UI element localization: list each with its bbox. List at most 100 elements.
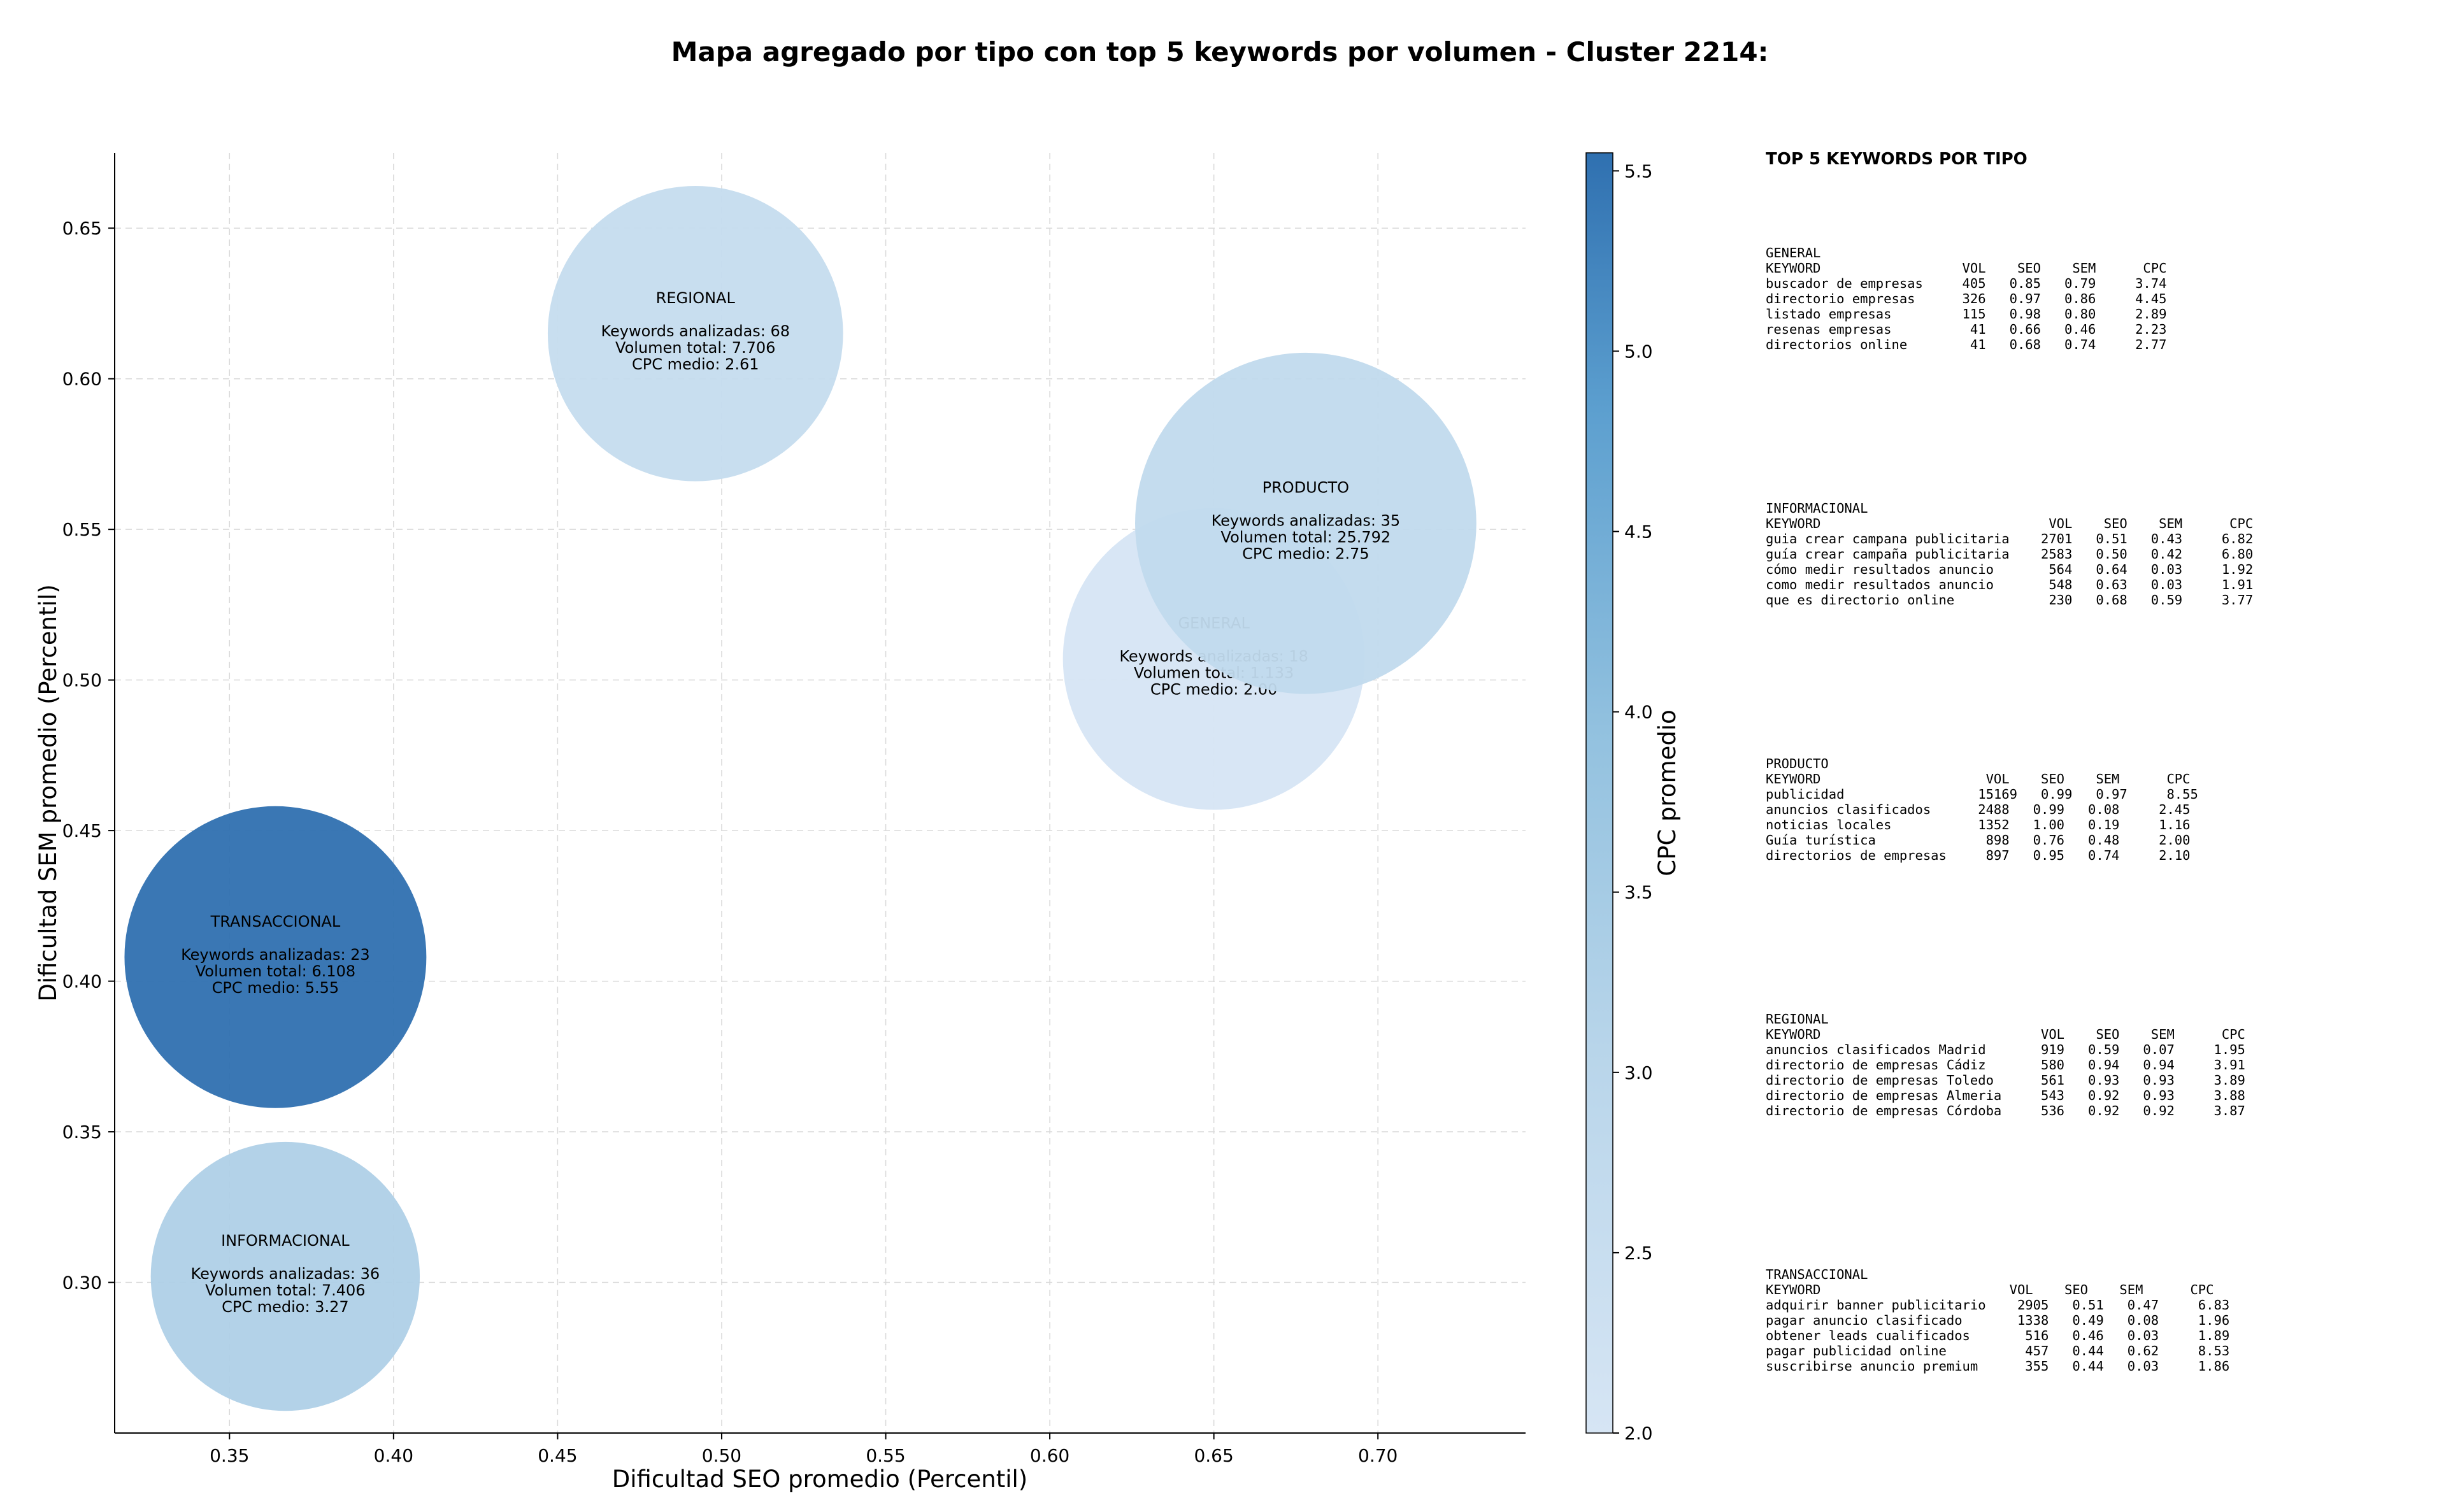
y-tick-label: 0.30 [62,1273,102,1294]
keyword-table-row: buscador de empresas 405 0.85 0.79 3.74 [1766,276,2167,291]
colorbar-tick-label: 5.5 [1624,160,1653,182]
panel-title: TOP 5 KEYWORDS POR TIPO [1766,150,2028,169]
colorbar-ticks: 2.0 2.5 3.0 3.5 4.0 4.5 5.0 5.5 [1613,160,1653,1444]
keyword-table-producto: PRODUCTO KEYWORD VOL SEO SEM CPC publicida… [1766,756,2403,863]
bubble-volume-label: Volumen total: 25.792 [1221,529,1391,546]
x-tick-label: 0.55 [866,1445,905,1466]
keyword-table-row: Guía turística 898 0.76 0.48 2.00 [1766,832,2191,848]
x-tick-label: 0.45 [538,1445,577,1466]
bubble-cpc-label: CPC medio: 2.61 [632,355,759,373]
x-tick-label: 0.70 [1358,1445,1398,1466]
keyword-table-type: TRANSACCIONAL [1766,1267,1868,1282]
keyword-table-row: directorio de empresas Toledo 561 0.93 0… [1766,1073,2245,1088]
keyword-table-header: KEYWORD VOL SEO SEM CPC [1766,516,2254,531]
keyword-table-header: KEYWORD VOL SEO SEM CPC [1766,260,2167,276]
bubble-type-label: INFORMACIONAL [221,1232,350,1250]
top-keywords-panel: TOP 5 KEYWORDS POR TIPO GENERAL KEYWORD V… [1766,150,2403,1374]
y-tick-label: 0.35 [62,1122,102,1143]
keyword-table-row: directorio de empresas Córdoba 536 0.92 … [1766,1103,2245,1118]
keyword-table-header: KEYWORD VOL SEO SEM CPC [1766,771,2191,787]
x-tick-label: 0.60 [1030,1445,1069,1466]
y-tick-label: 0.45 [62,820,102,841]
bubble-keywords-label: Keywords analizadas: 35 [1212,512,1401,530]
bubble-cpc-label: CPC medio: 5.55 [212,979,340,997]
bubble-informacional: INFORMACIONAL Keywords analizadas: 36Volu… [150,1141,420,1411]
x-axis-label: Dificultad SEO promedio (Percentil) [612,1466,1027,1493]
bubble-volume-label: Volumen total: 7.406 [205,1281,365,1299]
colorbar-tick-label: 2.0 [1624,1423,1653,1444]
chart-title: Mapa agregado por tipo con top 5 keyword… [671,36,1769,68]
colorbar: 2.0 2.5 3.0 3.5 4.0 4.5 5.0 5.5 CPC promedio [1585,152,1681,1444]
keyword-table-row: guia crear campana publicitaria 2701 0.5… [1766,531,2254,546]
bubble-volume-label: Volumen total: 7.706 [615,339,775,357]
x-ticks: 0.35 0.40 0.45 0.50 0.55 0.60 0.65 0.70 [210,1433,1398,1466]
y-tick-label: 0.55 [62,519,102,540]
y-axis-label: Dificultad SEM promedio (Percentil) [34,584,62,1001]
bubble-type-label: PRODUCTO [1262,479,1349,497]
bubble-cpc-label: CPC medio: 2.75 [1242,545,1370,563]
keyword-table-row: noticias locales 1352 1.00 0.19 1.16 [1766,817,2191,832]
bubble-circle [150,1141,420,1411]
keyword-table-row: cómo medir resultados anuncio 564 0.64 0… [1766,562,2254,577]
y-tick-label: 0.60 [62,369,102,390]
bubble-cpc-label: CPC medio: 3.27 [222,1298,349,1316]
x-tick-label: 0.65 [1194,1445,1233,1466]
keyword-table-row: publicidad 15169 0.99 0.97 8.55 [1766,787,2198,802]
keyword-table-header: KEYWORD VOL SEO SEM CPC [1766,1282,2214,1297]
colorbar-tick-label: 3.5 [1624,882,1653,903]
bubble-type-label: TRANSACCIONAL [210,913,341,931]
keyword-table-row: directorio de empresas Almeria 543 0.92 … [1766,1088,2245,1103]
bubble-keywords-label: Keywords analizadas: 68 [601,322,790,340]
keyword-table-row: directorio empresas 326 0.97 0.86 4.45 [1766,291,2167,306]
bubble-circle [124,806,427,1108]
keyword-table-row: directorio de empresas Cádiz 580 0.94 0.… [1766,1057,2245,1073]
colorbar-gradient [1585,152,1613,1434]
keyword-tables: GENERAL KEYWORD VOL SEO SEM CPC buscador d… [1766,245,2403,1374]
y-tick-label: 0.65 [62,218,102,239]
keyword-table-transaccional: TRANSACCIONAL KEYWORD VOL SEO SEM CPC adqu… [1766,1267,2403,1374]
keyword-table-row: pagar publicidad online 457 0.44 0.62 8.… [1766,1343,2230,1359]
colorbar-label: CPC promedio [1654,710,1681,876]
keyword-table-row: directorios online 41 0.68 0.74 2.77 [1766,337,2167,352]
keyword-table-row: resenas empresas 41 0.66 0.46 2.23 [1766,322,2167,337]
bubble-type-label: REGIONAL [656,289,736,307]
keyword-table-row: guía crear campaña publicitaria 2583 0.5… [1766,546,2254,562]
keyword-table-type: INFORMACIONAL [1766,501,1868,516]
keyword-table-header: KEYWORD VOL SEO SEM CPC [1766,1027,2245,1042]
keyword-table-row: pagar anuncio clasificado 1338 0.49 0.08… [1766,1313,2230,1328]
bubble-keywords-label: Keywords analizadas: 23 [181,946,370,964]
keyword-table-row: adquirir banner publicitario 2905 0.51 0… [1766,1297,2230,1313]
keyword-table-row: que es directorio online 230 0.68 0.59 3… [1766,592,2254,608]
x-tick-label: 0.40 [374,1445,413,1466]
bubble-circle [547,185,843,481]
colorbar-tick-label: 5.0 [1624,341,1653,362]
keyword-table-type: REGIONAL [1766,1011,1829,1027]
keyword-table-row: obtener leads cualificados 516 0.46 0.03… [1766,1328,2230,1343]
x-tick-label: 0.35 [210,1445,249,1466]
colorbar-tick-label: 4.0 [1624,702,1653,723]
keyword-table-informacional: INFORMACIONAL KEYWORD VOL SEO SEM CPC guia… [1766,501,2403,608]
keyword-table-type: GENERAL [1766,245,1821,260]
bubble-keywords-label: Keywords analizadas: 36 [191,1265,380,1283]
colorbar-tick-label: 2.5 [1624,1243,1653,1264]
bubble-volume-label: Volumen total: 6.108 [196,962,355,980]
y-tick-label: 0.50 [62,670,102,691]
x-tick-label: 0.50 [702,1445,741,1466]
bubble-transaccional: TRANSACCIONAL Keywords analizadas: 23Volu… [124,806,427,1108]
keyword-table-row: suscribirse anuncio premium 355 0.44 0.0… [1766,1359,2230,1374]
keyword-table-type: PRODUCTO [1766,756,1829,771]
keyword-table-general: GENERAL KEYWORD VOL SEO SEM CPC buscador d… [1766,245,2403,352]
y-ticks: 0.30 0.35 0.40 0.45 0.50 0.55 0.60 0.65 [62,218,115,1294]
keyword-table-row: anuncios clasificados 2488 0.99 0.08 2.4… [1766,802,2191,817]
keyword-table-regional: REGIONAL KEYWORD VOL SEO SEM CPC anuncios … [1766,1011,2403,1118]
keyword-table-row: listado empresas 115 0.98 0.80 2.89 [1766,306,2167,322]
y-tick-label: 0.40 [62,971,102,992]
keyword-table-row: como medir resultados anuncio 548 0.63 0… [1766,577,2254,592]
keyword-table-row: anuncios clasificados Madrid 919 0.59 0.… [1766,1042,2245,1057]
colorbar-tick-label: 4.5 [1624,522,1653,543]
colorbar-tick-label: 3.0 [1624,1062,1653,1083]
